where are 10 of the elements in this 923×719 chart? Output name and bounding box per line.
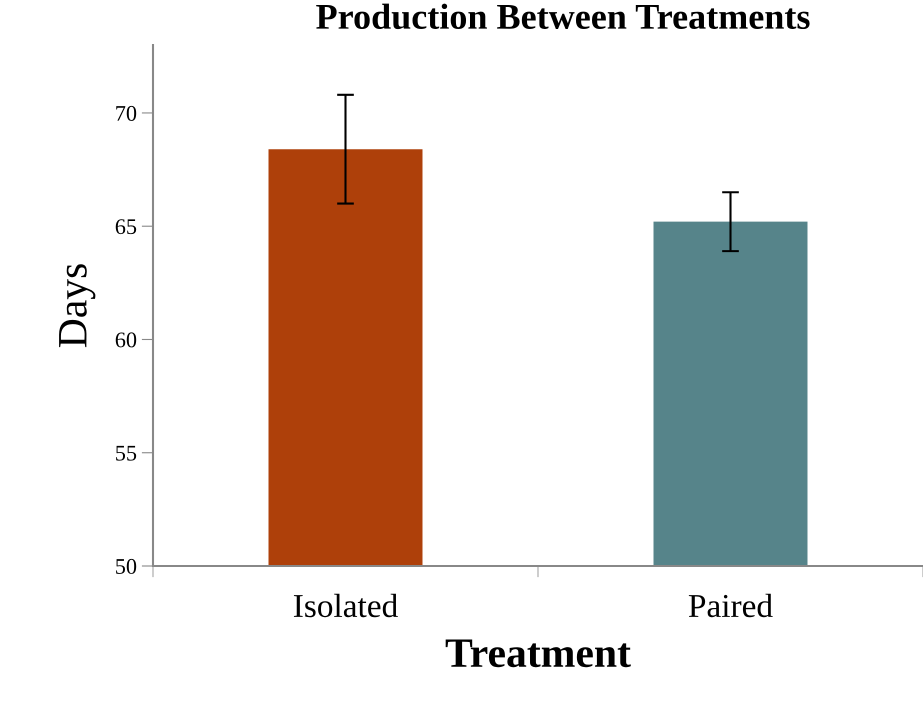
y-tick-label: 70 xyxy=(116,106,136,121)
x-axis-title: Treatment xyxy=(446,640,631,668)
y-tick-label: 55 xyxy=(116,446,136,461)
y-tick-label: 50 xyxy=(116,558,136,574)
y-tick-label: 60 xyxy=(116,332,136,348)
x-tick-label: Paired xyxy=(688,594,773,618)
x-tick-label: Isolated xyxy=(294,594,398,618)
y-tick-label: 65 xyxy=(116,219,136,234)
chart-title: Production Between Treatments xyxy=(316,4,810,30)
y-axis-title: Days xyxy=(59,264,96,348)
